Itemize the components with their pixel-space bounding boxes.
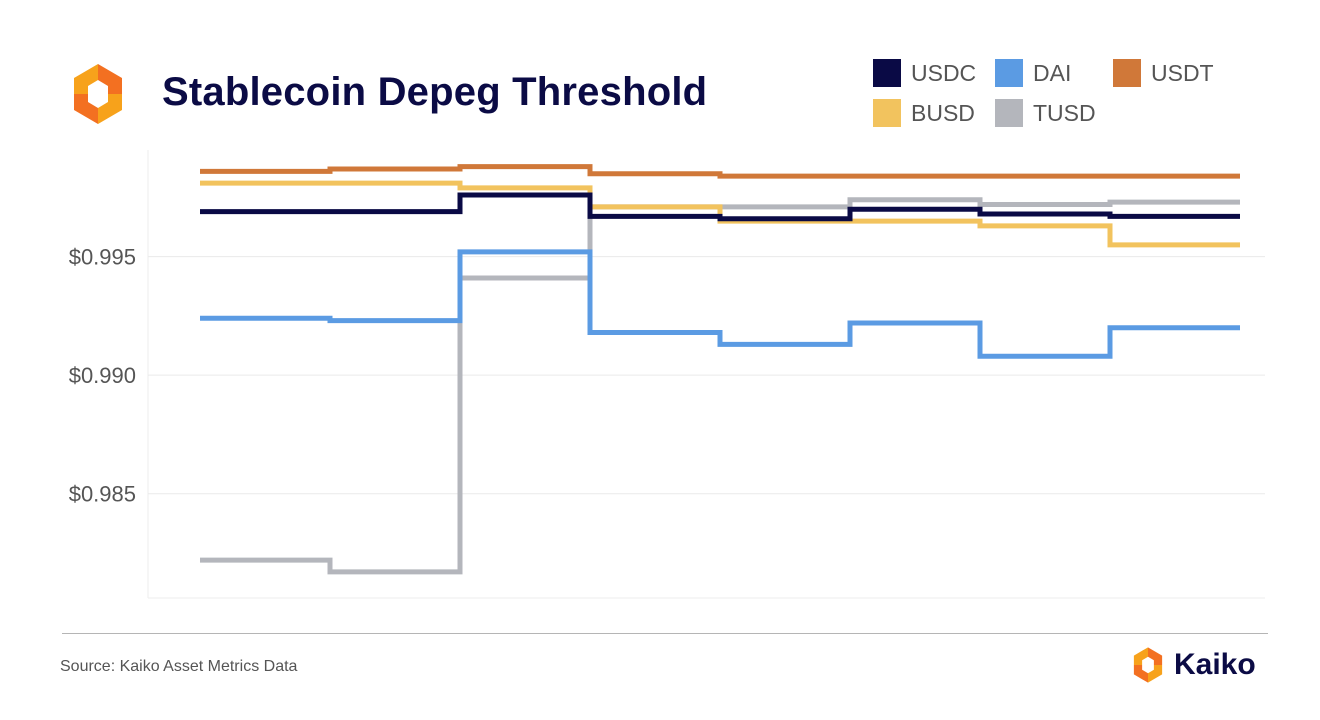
kaiko-brand-icon [1133,647,1163,683]
source-note: Source: Kaiko Asset Metrics Data [60,658,298,675]
legend-item-tusd: TUSD [995,98,1096,128]
chart-series [200,164,1240,575]
brand-mark: Kaiko [1128,645,1256,685]
legend-swatch [995,99,1023,127]
series-line-dai [200,249,1240,359]
brand-name: Kaiko [1174,648,1256,681]
footer-divider [62,633,1268,634]
y-tick-label: $0.995 [69,245,136,270]
legend-item-busd: BUSD [873,98,975,128]
legend-item-dai: DAI [995,58,1071,88]
chart-legend: USDC DAI USDT BUSD TUSD [873,58,1273,138]
y-tick-label: $0.985 [69,482,136,507]
legend-label: USDT [1151,59,1214,86]
legend-label: BUSD [911,99,975,126]
kaiko-logo-icon [64,60,132,128]
chart-grid [147,150,1265,599]
legend-swatch [873,99,901,127]
chart-title: Stablecoin Depeg Threshold [162,70,708,114]
series-line-usdc [200,192,1240,222]
legend-label: DAI [1033,59,1072,86]
y-axis: $0.985 $0.990 $0.995 [69,245,136,507]
legend-swatch [873,59,901,87]
legend-swatch [1113,59,1141,87]
stablecoin-chart: $0.985 $0.990 $0.995 [69,150,1265,599]
series-line-tusd [200,197,1240,575]
series-line-usdt [200,164,1240,179]
legend-item-usdc: USDC [873,58,976,88]
legend-item-usdt: USDT [1113,58,1214,88]
legend-label: USDC [911,59,977,86]
legend-label: TUSD [1033,99,1096,126]
legend-swatch [995,59,1023,87]
y-tick-label: $0.990 [69,363,136,388]
